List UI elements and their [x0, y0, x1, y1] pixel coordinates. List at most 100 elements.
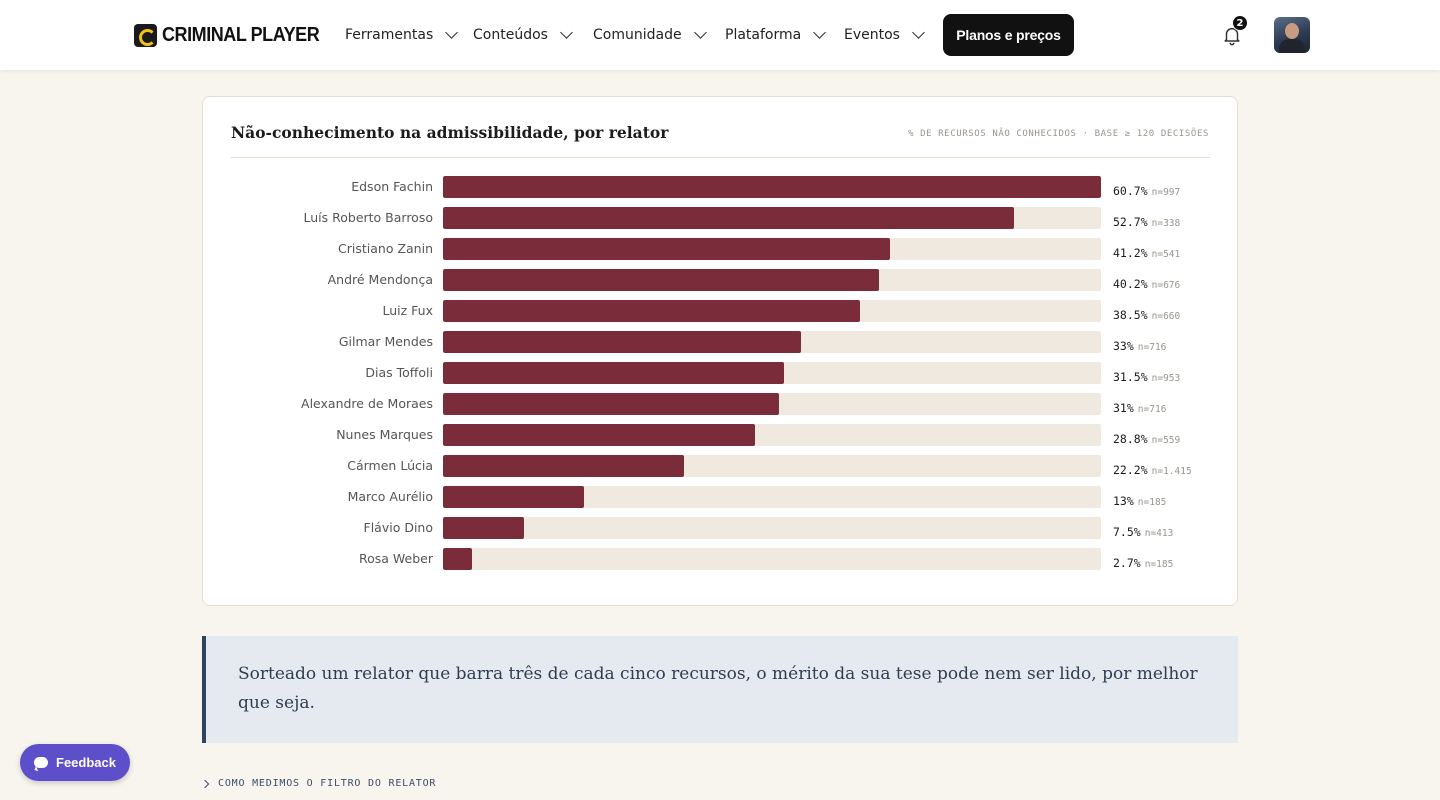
bar-value: 33% n=716	[1113, 335, 1166, 354]
chart-row: Rosa Weber 2.7% n=185	[203, 548, 1239, 570]
bar-value: 2.7% n=185	[1113, 552, 1173, 571]
relator-label: Luís Roberto Barroso	[303, 210, 433, 225]
bar-value: 60.7% n=997	[1113, 180, 1180, 199]
sample-size-label: n=541	[1151, 249, 1181, 260]
sample-size-label: n=185	[1144, 559, 1174, 570]
bar	[443, 424, 755, 446]
bar	[443, 331, 801, 353]
bar-value: 40.2% n=676	[1113, 273, 1180, 292]
bar-track	[443, 207, 1101, 229]
bar-track	[443, 517, 1101, 539]
nav-item-label: Plataforma	[725, 27, 802, 43]
chart-row: Cármen Lúcia 22.2% n=1.415	[203, 455, 1239, 477]
sample-size-label: n=559	[1151, 435, 1181, 446]
percent-label: 38.5%	[1113, 308, 1148, 322]
nav-item-eventos[interactable]: Eventos	[844, 24, 925, 46]
bar-value: 41.2% n=541	[1113, 242, 1180, 261]
bar-track	[443, 455, 1101, 477]
bar-track	[443, 238, 1101, 260]
bar-track	[443, 424, 1101, 446]
bar	[443, 393, 779, 415]
chart-row: Luiz Fux 38.5% n=660	[203, 300, 1239, 322]
chart-row: Gilmar Mendes 33% n=716	[203, 331, 1239, 353]
bar	[443, 548, 472, 570]
chevron-right-icon	[200, 779, 210, 788]
relator-chart-card: Não-conhecimento na admissibilidade, por…	[202, 96, 1238, 606]
nav-item-ferramentas[interactable]: Ferramentas	[345, 24, 459, 46]
chart-row: Dias Toffoli 31.5% n=953	[203, 362, 1239, 384]
bar-value: 7.5% n=413	[1113, 521, 1173, 540]
logo-mark-icon	[134, 23, 157, 47]
chart-row: Marco Aurélio 13% n=185	[203, 486, 1239, 508]
relator-label: André Mendonça	[327, 272, 433, 287]
percent-label: 28.8%	[1113, 432, 1148, 446]
percent-label: 41.2%	[1113, 246, 1148, 260]
pull-quote-text: Sorteado um relator que barra três de ca…	[238, 664, 1198, 713]
percent-label: 31%	[1113, 401, 1134, 415]
sample-size-label: n=185	[1137, 497, 1167, 508]
percent-label: 60.7%	[1113, 184, 1148, 198]
relator-label: Cristiano Zanin	[338, 241, 433, 256]
methodology-label: COMO MEDIMOS O FILTRO DO RELATOR	[218, 778, 437, 789]
chart-subtitle: % DE RECURSOS NÃO CONHECIDOS · BASE ≥ 12…	[908, 129, 1209, 139]
sample-size-label: n=716	[1137, 342, 1167, 353]
sample-size-label: n=716	[1137, 404, 1167, 415]
methodology-toggle[interactable]: COMO MEDIMOS O FILTRO DO RELATOR	[200, 778, 437, 789]
percent-label: 7.5%	[1113, 525, 1141, 539]
pull-quote: Sorteado um relator que barra três de ca…	[202, 636, 1238, 743]
bar-value: 28.8% n=559	[1113, 428, 1180, 447]
bar-track	[443, 548, 1101, 570]
chart-row: Luís Roberto Barroso 52.7% n=338	[203, 207, 1239, 229]
user-avatar[interactable]	[1274, 17, 1310, 53]
sample-size-label: n=338	[1151, 218, 1181, 229]
bar	[443, 207, 1014, 229]
relator-label: Luiz Fux	[382, 303, 433, 318]
bar-value: 31% n=716	[1113, 397, 1166, 416]
nav-item-label: Eventos	[844, 27, 900, 43]
nav-item-plataforma[interactable]: Plataforma	[725, 24, 827, 46]
nav-item-comunidade[interactable]: Comunidade	[593, 24, 707, 46]
relator-label: Cármen Lúcia	[347, 458, 433, 473]
relator-label: Edson Fachin	[351, 179, 433, 194]
chart-row: Nunes Marques 28.8% n=559	[203, 424, 1239, 446]
brand-name: CRIMINAL PLAYER	[162, 23, 320, 46]
bar-value: 38.5% n=660	[1113, 304, 1180, 323]
relator-label: Gilmar Mendes	[338, 334, 433, 349]
bar-value: 22.2% n=1.415	[1113, 459, 1192, 478]
bar	[443, 486, 584, 508]
chevron-down-icon	[693, 26, 707, 39]
feedback-label: Feedback	[56, 755, 116, 770]
bar-track	[443, 269, 1101, 291]
nav-item-conteudos[interactable]: Conteúdos	[473, 24, 573, 46]
bar-track	[443, 300, 1101, 322]
brand-logo[interactable]: CRIMINAL PLAYER	[134, 23, 337, 47]
top-navigation-bar: CRIMINAL PLAYER Ferramentas Conteúdos Co…	[0, 0, 1440, 70]
feedback-button[interactable]: Feedback	[20, 744, 130, 781]
chevron-down-icon	[560, 26, 573, 39]
plans-pricing-button[interactable]: Planos e preços	[943, 14, 1074, 56]
divider	[231, 157, 1210, 158]
chat-bubble-icon	[34, 757, 48, 768]
sample-size-label: n=676	[1151, 280, 1181, 291]
relator-label: Nunes Marques	[336, 427, 433, 442]
percent-label: 31.5%	[1113, 370, 1148, 384]
sample-size-label: n=660	[1151, 311, 1181, 322]
bar	[443, 238, 890, 260]
relator-label: Dias Toffoli	[365, 365, 433, 380]
chart-title: Não-conhecimento na admissibilidade, por…	[231, 123, 669, 142]
bar-value: 31.5% n=953	[1113, 366, 1180, 385]
relator-label: Flávio Dino	[363, 520, 433, 535]
percent-label: 40.2%	[1113, 277, 1148, 291]
sample-size-label: n=997	[1151, 187, 1181, 198]
sample-size-label: n=953	[1151, 373, 1181, 384]
bar	[443, 176, 1101, 198]
notification-count-badge: 2	[1232, 15, 1248, 31]
chart-row: Cristiano Zanin 41.2% n=541	[203, 238, 1239, 260]
percent-label: 33%	[1113, 339, 1134, 353]
bar	[443, 455, 684, 477]
bar-track	[443, 393, 1101, 415]
relator-label: Alexandre de Moraes	[301, 396, 433, 411]
chart-row: Alexandre de Moraes 31% n=716	[203, 393, 1239, 415]
bar	[443, 269, 879, 291]
bar-value: 52.7% n=338	[1113, 211, 1180, 230]
